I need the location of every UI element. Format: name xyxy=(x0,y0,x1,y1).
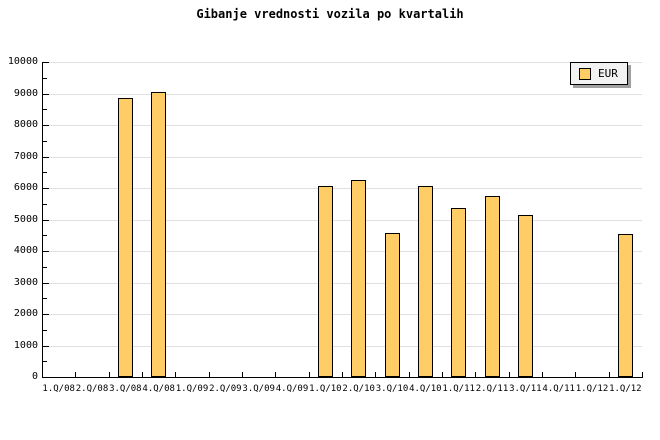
x-axis-tick xyxy=(509,372,510,377)
y-axis-tick xyxy=(43,282,49,284)
y-gridline xyxy=(42,93,642,95)
y-axis-label: 8000 xyxy=(13,119,38,130)
y-axis-tick xyxy=(43,314,49,315)
x-axis-tick xyxy=(75,372,76,377)
y-axis-line xyxy=(42,62,43,377)
x-axis-label: 1.Q/09 xyxy=(175,384,209,394)
y-axis-label: 7000 xyxy=(13,150,38,162)
y-gridline xyxy=(42,314,642,315)
y-axis-minor-tick xyxy=(43,172,47,174)
x-axis-label: 3.Q/08 xyxy=(109,384,142,394)
y-axis-tick xyxy=(43,345,49,347)
y-axis-minor-tick xyxy=(43,361,47,363)
y-axis-minor-tick xyxy=(43,298,47,300)
x-axis-label: 2.Q/08 xyxy=(75,384,109,394)
y-axis-label: 2000 xyxy=(13,308,38,319)
x-axis-tick xyxy=(475,372,476,377)
x-axis-tick xyxy=(342,372,343,377)
y-axis-minor-tick xyxy=(43,109,47,111)
y-gridline xyxy=(42,125,642,126)
y-gridline xyxy=(42,62,642,63)
y-axis-tick xyxy=(43,251,49,252)
y-axis-label: 6000 xyxy=(13,182,38,193)
bar xyxy=(351,180,366,377)
bar xyxy=(451,208,466,377)
legend: EUR xyxy=(570,62,628,85)
chart-title: Gibanje vrednosti vozila po kvartalih xyxy=(196,7,464,21)
x-axis-tick xyxy=(609,372,610,377)
legend-swatch-eur xyxy=(579,67,591,80)
bar xyxy=(518,215,533,377)
legend-label: EUR xyxy=(598,67,618,80)
y-axis-label: 1000 xyxy=(13,339,38,351)
y-axis-minor-tick xyxy=(43,235,47,237)
x-axis-tick xyxy=(409,372,410,377)
y-axis-tick xyxy=(43,219,49,221)
x-axis-label: 4.Q/09 xyxy=(275,384,309,394)
x-axis-label: 3.Q/09 xyxy=(242,384,275,394)
y-axis-label: 5000 xyxy=(13,213,38,225)
y-gridline xyxy=(42,282,642,284)
x-axis-line xyxy=(42,377,643,378)
y-axis-minor-tick xyxy=(43,203,47,205)
bar xyxy=(118,98,133,377)
y-gridline xyxy=(42,188,642,189)
y-axis-tick xyxy=(43,188,49,189)
x-axis-tick xyxy=(642,372,643,377)
x-axis-label: 4.Q/10 xyxy=(409,384,442,394)
y-axis-tick xyxy=(43,156,49,158)
y-axis-label: 4000 xyxy=(13,245,38,256)
y-gridline xyxy=(42,251,642,252)
x-axis-label: 1.Q/11 xyxy=(442,384,475,394)
x-axis-label: 2.Q/09 xyxy=(209,384,242,394)
x-axis-label: 1.Q/08 xyxy=(42,384,75,394)
bar xyxy=(485,196,500,377)
x-axis-label: 4.Q/11 xyxy=(542,384,575,394)
y-axis-tick xyxy=(43,93,49,95)
y-gridline xyxy=(42,345,642,347)
x-axis-tick xyxy=(575,372,576,377)
x-axis-label: 2.Q/11 xyxy=(475,384,509,394)
y-axis-tick xyxy=(43,125,49,126)
x-axis-tick xyxy=(142,372,143,377)
x-axis-tick xyxy=(109,372,110,377)
y-axis-minor-tick xyxy=(43,140,47,142)
x-axis-tick xyxy=(275,372,276,377)
x-axis-tick xyxy=(375,372,376,377)
x-axis-label: 1.Q/12 xyxy=(609,384,642,394)
y-axis-label: 10000 xyxy=(7,56,38,67)
x-axis-tick xyxy=(542,372,543,377)
x-axis-label: 1.Q/10 xyxy=(309,384,342,394)
y-gridline xyxy=(42,219,642,221)
x-axis-tick xyxy=(242,372,243,377)
x-axis-tick xyxy=(209,372,210,377)
y-axis-label: 9000 xyxy=(13,87,38,99)
y-axis-tick xyxy=(43,62,49,63)
bar xyxy=(151,92,166,377)
y-axis-label: 0 xyxy=(31,371,38,382)
bar xyxy=(318,186,333,377)
y-axis-minor-tick xyxy=(43,329,47,331)
x-axis-label: 1.Q/12 xyxy=(575,384,609,394)
x-axis-label: 3.Q/11 xyxy=(509,384,542,394)
x-axis-label: 4.Q/08 xyxy=(142,384,175,394)
x-axis-tick xyxy=(175,372,176,377)
y-gridline xyxy=(42,156,642,158)
y-axis-label: 3000 xyxy=(13,276,38,288)
y-axis-minor-tick xyxy=(43,77,47,79)
bar xyxy=(385,233,400,377)
bar xyxy=(418,186,433,377)
x-axis-label: 3.Q/10 xyxy=(375,384,409,394)
y-axis-minor-tick xyxy=(43,266,47,268)
x-axis-tick xyxy=(309,372,310,377)
bar xyxy=(618,234,633,377)
x-axis-tick xyxy=(442,372,443,377)
x-axis-label: 2.Q/10 xyxy=(342,384,375,394)
